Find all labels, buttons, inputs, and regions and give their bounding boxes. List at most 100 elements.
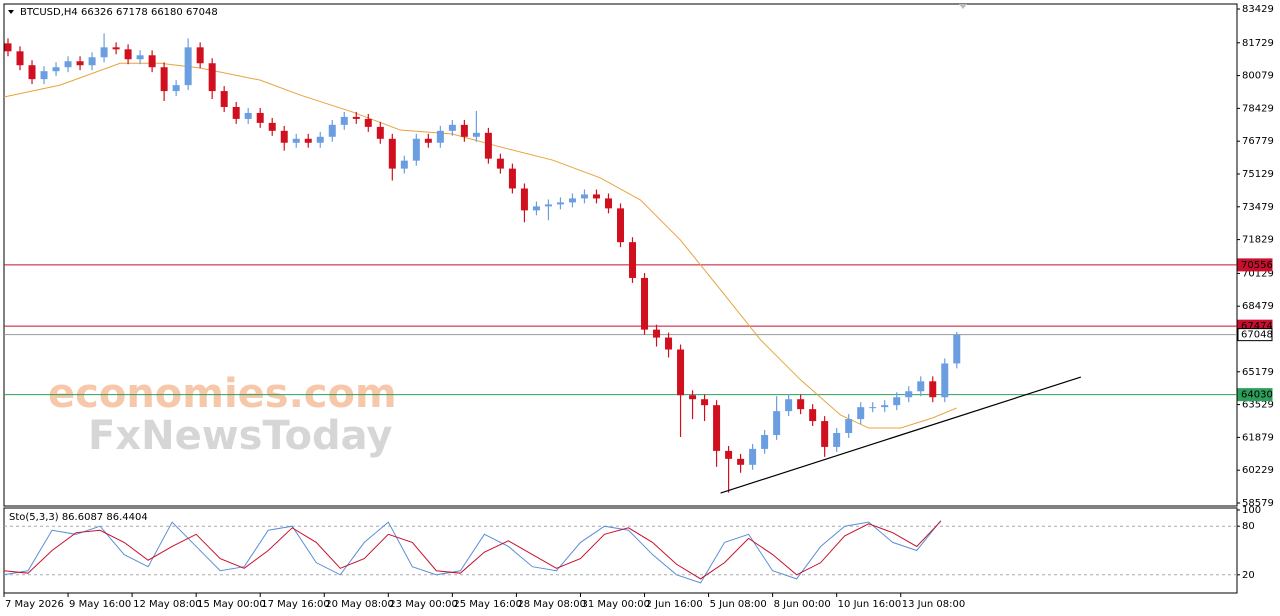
menu-arrow[interactable] [8, 10, 14, 14]
candle-body [617, 208, 624, 243]
candle-body [580, 194, 588, 199]
candle-body [821, 421, 829, 447]
candle-body [725, 450, 733, 459]
y2-tick-label: 80 [1242, 521, 1255, 532]
candle-body [424, 138, 432, 143]
y2-tick-label: 20 [1242, 570, 1255, 581]
x-tick-label: 13 Jun 08:00 [902, 599, 966, 610]
candle-body [64, 61, 72, 68]
candle-body [881, 405, 889, 408]
candle-body [797, 399, 805, 410]
x-tick-label: 31 May 00:00 [581, 599, 650, 610]
candle-body [256, 112, 264, 123]
y-tick-label: 76779 [1242, 136, 1274, 147]
y-tick-label: 63529 [1242, 400, 1274, 411]
level-label-box [1237, 328, 1273, 342]
candle-body [136, 55, 144, 60]
y-tick-label: 61879 [1242, 432, 1274, 443]
candle-body [388, 138, 396, 169]
candle-body [953, 334, 961, 364]
watermark: FxNewsToday [88, 413, 392, 459]
candle-body [460, 124, 468, 137]
candle-body [400, 160, 408, 169]
candle-body [124, 49, 132, 60]
candle-body [160, 67, 168, 92]
candle-body [436, 130, 444, 143]
candle-body [376, 126, 384, 139]
x-tick-label: 23 May 00:00 [389, 599, 458, 610]
y-tick-label: 58579 [1242, 498, 1274, 509]
candle-body [701, 399, 709, 406]
x-tick-label: 12 May 08:00 [133, 599, 202, 610]
candle-body [112, 47, 120, 50]
candle-body [869, 407, 877, 409]
y-tick-label: 81729 [1242, 38, 1274, 49]
level-label: 64030 [1241, 390, 1273, 401]
candle-body [16, 51, 24, 66]
candle-body [677, 349, 685, 396]
candle-body [304, 138, 312, 143]
candle-body [833, 433, 841, 447]
candle-body [280, 130, 288, 143]
candle-body [196, 47, 204, 64]
candle-body [472, 132, 480, 137]
level-label: 70556 [1241, 260, 1273, 271]
candle-body [220, 91, 228, 107]
x-tick-label: 25 May 16:00 [453, 599, 522, 610]
y-tick-label: 78429 [1242, 103, 1274, 114]
x-tick-label: 9 May 16:00 [69, 599, 131, 610]
candle-body [508, 168, 516, 189]
candle-body [689, 395, 697, 400]
candle-body [328, 124, 336, 137]
candle-body [52, 67, 60, 72]
candle-body [532, 206, 540, 211]
candle-body [641, 277, 649, 330]
y-tick-label: 60229 [1242, 465, 1274, 476]
candle-body [857, 407, 865, 420]
candle-body [629, 242, 637, 278]
y-tick-label: 65179 [1242, 367, 1274, 378]
x-tick-label: 15 May 00:00 [197, 599, 266, 610]
candle-body [352, 116, 360, 119]
candle-body [905, 391, 913, 398]
trendline [720, 376, 1082, 494]
shift-marker [959, 4, 967, 9]
x-tick-label: 2 Jun 16:00 [646, 599, 703, 610]
watermark: economies.com [48, 371, 397, 417]
candle-body [88, 57, 96, 66]
candle-body [653, 329, 661, 338]
candle-body [544, 204, 552, 207]
candle-body [28, 65, 36, 80]
candle-body [592, 194, 600, 199]
candle-body [292, 138, 300, 143]
candle-body [340, 116, 348, 125]
y2-tick-label: 100 [1242, 505, 1261, 516]
level-label: 67048 [1241, 330, 1273, 341]
candle-body [184, 47, 192, 86]
level-label: 67474 [1241, 321, 1273, 332]
candle-body [448, 124, 456, 131]
candle-body [100, 47, 108, 58]
candle-body [809, 409, 817, 422]
candle-body [893, 397, 901, 406]
candle-body [665, 337, 673, 350]
candle-body [568, 198, 576, 203]
candle-body [148, 55, 156, 68]
indicator-label: Sto(5,3,3) 86.6087 86.4404 [9, 512, 148, 523]
x-tick-label: 17 May 16:00 [261, 599, 330, 610]
candle-body [929, 381, 937, 398]
candle-body [761, 434, 769, 449]
candle-body [845, 419, 853, 434]
x-tick-label: 10 Jun 16:00 [838, 599, 902, 610]
candle-body [496, 158, 504, 169]
y-tick-label: 73479 [1242, 202, 1274, 213]
candle-body [4, 43, 12, 52]
candle-body [484, 132, 492, 159]
candle-body [917, 381, 925, 392]
candle-body [364, 118, 372, 127]
candle-body [268, 122, 276, 131]
x-tick-label: 28 May 08:00 [517, 599, 586, 610]
candle-body [172, 85, 180, 92]
x-tick-label: 5 Jun 08:00 [710, 599, 767, 610]
